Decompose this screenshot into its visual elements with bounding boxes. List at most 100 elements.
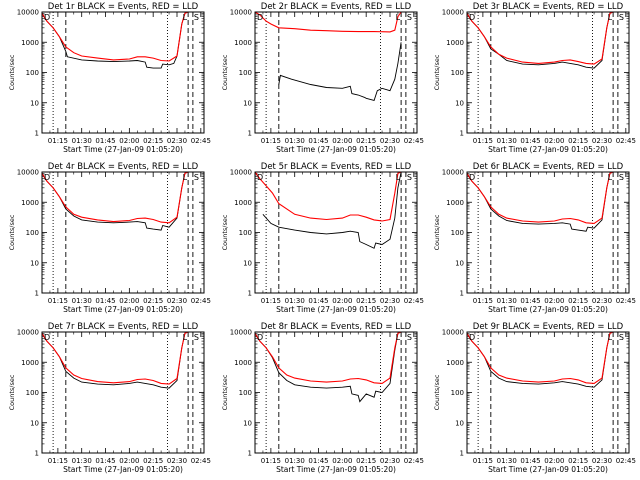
- y-tick-label: 10: [243, 419, 252, 427]
- x-tick-label: 01:30: [497, 297, 517, 305]
- y-tick-label: 10000: [17, 169, 39, 177]
- y-tick-label: 1000: [234, 199, 252, 207]
- x-axis-label: Start Time (27-Jan-09 01:05:20): [488, 465, 608, 474]
- panel-det-7: Det 7r BLACK = Events, RED = LLD Counts/s…: [8, 322, 211, 474]
- marker-letter: D: [44, 333, 50, 342]
- plot-frame: [466, 11, 630, 134]
- y-axis-label: Counts/sec: [8, 214, 16, 250]
- plot-frame: [254, 171, 418, 294]
- y-tick-label: 1000: [21, 39, 39, 47]
- marker-letter: L: [396, 333, 401, 342]
- y-tick-label: 10: [243, 259, 252, 267]
- x-axis-label: Start Time (27-Jan-09 01:05:20): [488, 305, 608, 314]
- x-tick-label: 02:00: [119, 137, 139, 145]
- series-line-events: [278, 42, 402, 101]
- x-tick-label: 02:00: [119, 297, 139, 305]
- y-tick-label: 10000: [442, 169, 464, 177]
- x-tick-label: 02:00: [544, 137, 564, 145]
- x-tick-label: 01:15: [473, 137, 493, 145]
- y-tick-label: 1: [460, 290, 464, 298]
- series-line-lld: [41, 11, 204, 62]
- y-axis-label: Counts/sec: [433, 374, 441, 410]
- x-tick-label: 01:45: [95, 457, 115, 465]
- marker-letter: S: [407, 333, 412, 342]
- marker-letter: D: [469, 173, 475, 182]
- series-line-events: [254, 331, 417, 403]
- x-tick-label: 02:30: [380, 297, 400, 305]
- x-tick-label: 02:30: [167, 457, 187, 465]
- marker-letter: L: [608, 173, 613, 182]
- x-tick-label: 01:30: [285, 297, 305, 305]
- x-tick-label: 01:15: [48, 297, 68, 305]
- marker-letter: L: [183, 333, 188, 342]
- x-tick-label: 02:30: [592, 457, 612, 465]
- y-axis-label: Counts/sec: [8, 374, 16, 410]
- series-line-lld: [41, 331, 204, 385]
- x-tick-label: 01:15: [261, 457, 281, 465]
- x-tick-label: 01:15: [48, 137, 68, 145]
- x-tick-label: 01:45: [308, 457, 328, 465]
- y-axis-label: Counts/sec: [221, 214, 229, 250]
- series-line-lld: [254, 331, 417, 384]
- y-tick-label: 1: [35, 130, 39, 138]
- x-tick-label: 01:30: [285, 457, 305, 465]
- panel-title: Det 8r BLACK = Events, RED = LLD: [261, 322, 412, 332]
- x-axis-label: Start Time (27-Jan-09 01:05:20): [276, 145, 396, 154]
- y-tick-label: 1000: [21, 199, 39, 207]
- plot-frame: [254, 11, 418, 134]
- y-tick-label: 100: [239, 229, 252, 237]
- x-tick-label: 01:30: [285, 137, 305, 145]
- panel-det-3: Det 3r BLACK = Events, RED = LLD Counts/s…: [433, 2, 636, 154]
- marker-letter: L: [183, 173, 188, 182]
- x-tick-label: 02:45: [404, 457, 424, 465]
- marker-letter: S: [407, 13, 412, 22]
- y-tick-label: 1: [248, 290, 252, 298]
- x-tick-label: 02:45: [191, 297, 211, 305]
- y-tick-label: 10: [455, 419, 464, 427]
- series-line-lld: [41, 171, 204, 224]
- panel-det-2: Det 2r BLACK = Events, RED = LLD Counts/s…: [221, 2, 424, 154]
- marker-letter: D: [257, 333, 263, 342]
- y-tick-label: 10000: [17, 329, 39, 337]
- y-tick-label: 1000: [21, 359, 39, 367]
- y-tick-label: 10: [243, 99, 252, 107]
- y-axis-label: Counts/sec: [433, 214, 441, 250]
- x-tick-label: 02:30: [592, 137, 612, 145]
- marker-letter: L: [183, 13, 188, 22]
- y-tick-label: 100: [451, 69, 464, 77]
- panel-det-5: Det 5r BLACK = Events, RED = LLD Counts/s…: [221, 162, 424, 314]
- marker-letter: L: [608, 13, 613, 22]
- x-tick-label: 02:45: [191, 457, 211, 465]
- x-tick-label: 02:45: [404, 137, 424, 145]
- marker-letter: S: [194, 333, 199, 342]
- x-tick-label: 02:00: [119, 457, 139, 465]
- y-tick-label: 10: [455, 99, 464, 107]
- x-tick-label: 01:45: [520, 137, 540, 145]
- plot-frame: [466, 171, 630, 294]
- x-tick-label: 01:15: [473, 457, 493, 465]
- x-tick-label: 02:30: [167, 297, 187, 305]
- x-tick-label: 02:00: [544, 457, 564, 465]
- y-tick-label: 100: [451, 229, 464, 237]
- panel-title: Det 3r BLACK = Events, RED = LLD: [473, 2, 624, 12]
- y-tick-label: 100: [26, 389, 39, 397]
- plot-frame: [41, 331, 205, 454]
- y-tick-label: 10: [455, 259, 464, 267]
- series-line-lld: [466, 171, 629, 224]
- plot-frame: [41, 171, 205, 294]
- x-tick-label: 02:00: [544, 297, 564, 305]
- panel-title: Det 6r BLACK = Events, RED = LLD: [473, 162, 624, 172]
- x-tick-label: 02:15: [356, 137, 376, 145]
- y-tick-label: 10: [30, 99, 39, 107]
- y-tick-label: 1000: [446, 39, 464, 47]
- plot-frame: [254, 331, 418, 454]
- x-tick-label: 01:30: [497, 137, 517, 145]
- y-tick-label: 1: [35, 450, 39, 458]
- y-tick-label: 1: [460, 130, 464, 138]
- marker-letter: S: [194, 13, 199, 22]
- y-tick-label: 10000: [230, 9, 252, 17]
- series-line-lld: [466, 11, 629, 65]
- x-tick-label: 02:30: [380, 137, 400, 145]
- series-line-events: [262, 171, 402, 249]
